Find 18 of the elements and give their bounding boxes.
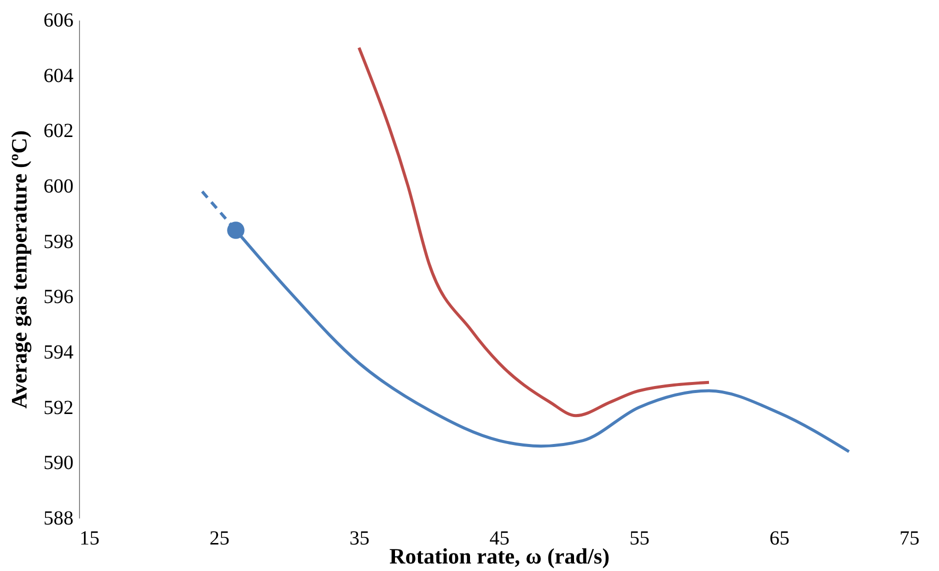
y-tick-label: 602: [44, 120, 74, 142]
x-tick-label: 65: [770, 528, 790, 550]
y-tick-label: 598: [44, 230, 74, 253]
x-tick-label: 35: [350, 528, 370, 550]
x-tick-label: 75: [900, 528, 920, 550]
x-tick-label: 55: [630, 528, 650, 550]
line-series: [358, 46, 710, 418]
y-tick-label: 590: [44, 452, 74, 474]
y-axis-title: Average gas temperature (ºC): [6, 130, 32, 409]
y-tick-label: 592: [44, 396, 74, 419]
y-tick-label: 600: [44, 176, 74, 198]
y-tick-label: 606: [44, 10, 74, 32]
x-tick-label: 15: [80, 528, 100, 550]
y-tick-label: 588: [44, 508, 74, 530]
y-tick-label: 594: [44, 342, 74, 364]
y-tick-label: 604: [44, 64, 74, 87]
x-tick-label: 25: [210, 528, 230, 550]
y-tick-label: 596: [44, 286, 74, 308]
